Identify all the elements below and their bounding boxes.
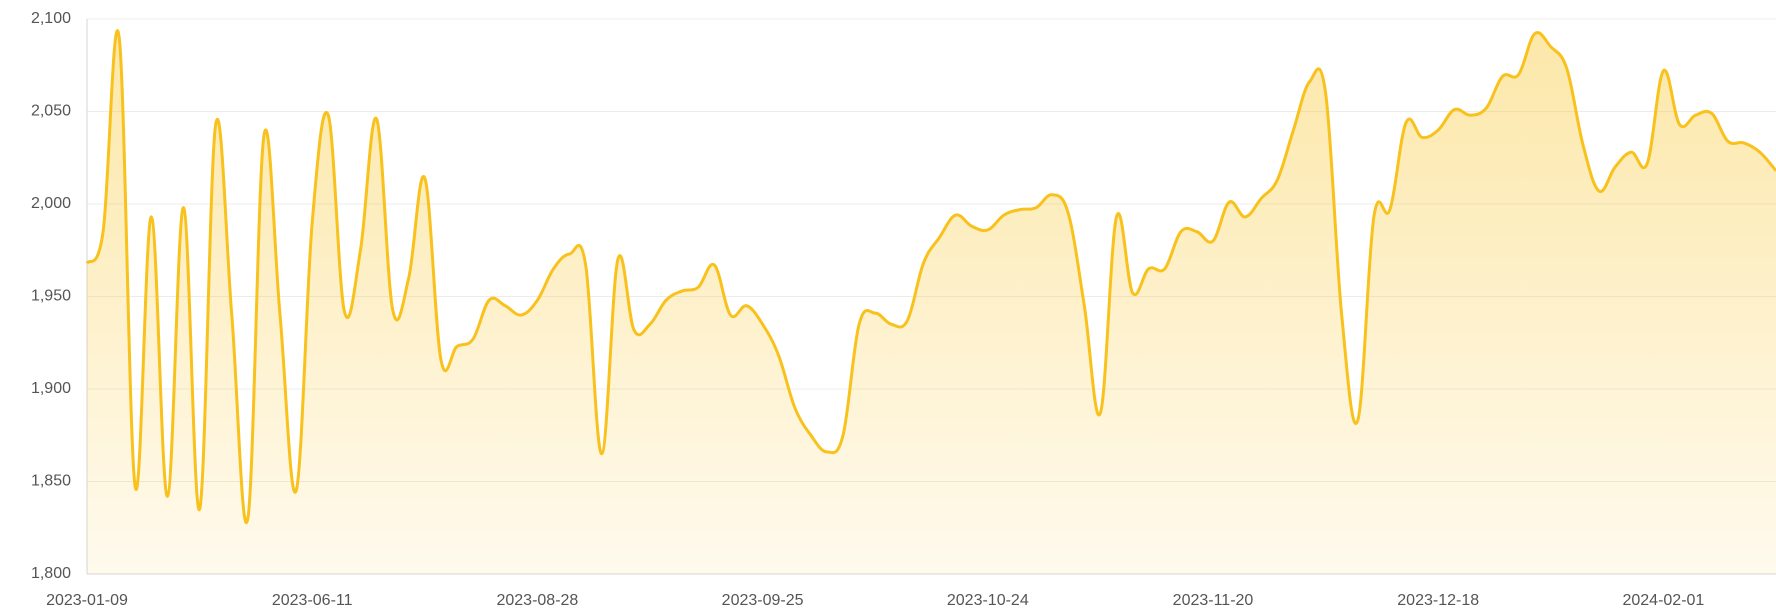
x-tick-label: 2023-11-20 <box>1173 592 1254 609</box>
x-tick-label: 2023-09-25 <box>722 592 804 609</box>
x-tick-label: 2023-12-18 <box>1397 592 1479 609</box>
x-tick-label: 2023-10-24 <box>947 592 1029 609</box>
x-tick-label: 2023-01-09 <box>46 592 128 609</box>
line <box>85 29 1776 524</box>
y-tick-label: 2,000 <box>31 195 71 212</box>
y-tick-label: 1,800 <box>31 565 71 582</box>
area-fill <box>87 30 1776 575</box>
x-tick-label: 2023-08-28 <box>496 592 578 609</box>
y-tick-label: 2,100 <box>31 10 71 27</box>
y-tick-label: 2,050 <box>31 103 71 120</box>
x-tick-label: 2024-02-01 <box>1622 592 1704 609</box>
y-tick-label: 1,950 <box>31 288 71 305</box>
y-tick-label: 1,850 <box>31 473 71 490</box>
y-tick-label: 1,900 <box>31 380 71 397</box>
x-tick-label: 2023-06-11 <box>272 592 353 609</box>
